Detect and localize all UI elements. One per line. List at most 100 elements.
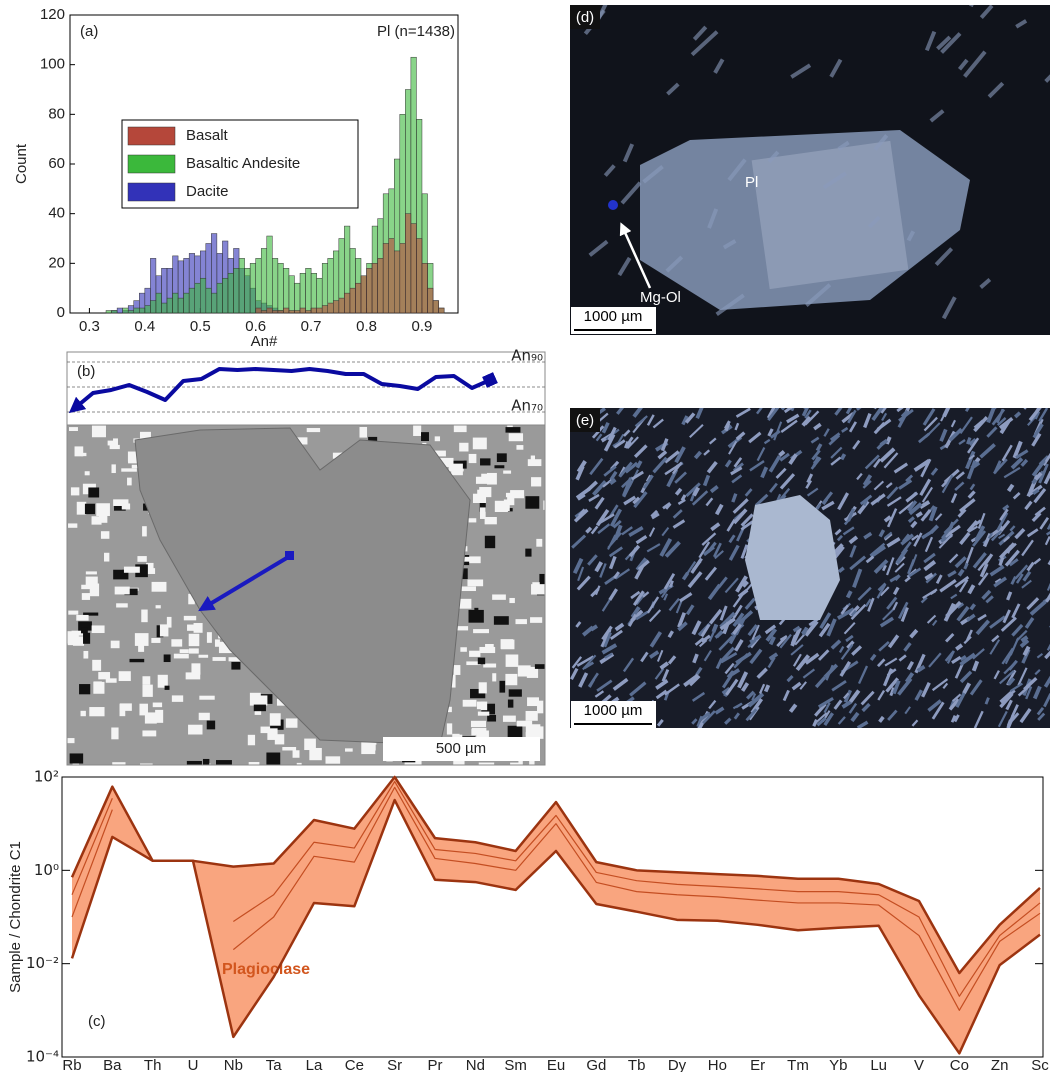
histogram-bar [261,248,267,313]
scale-bar-label: 1000 µm [584,702,643,719]
histogram-bar [306,268,312,313]
speckle [111,727,118,739]
speckle [473,629,489,633]
speckle [492,594,506,599]
figure: 500 µm Pl Mg-Ol (d) 1000 µm (e) 1000 µm … [0,0,1055,1072]
x-tick-label: 0.7 [301,318,322,335]
histogram-bar [239,258,245,313]
speckle [92,625,105,633]
speckle [248,735,255,745]
panel-label: (e) [576,412,594,429]
speckle [531,456,535,463]
lath [994,395,1003,410]
histogram-bar [128,311,134,313]
y-tick-label: 40 [48,205,65,222]
speckle [501,640,515,650]
histogram-bar [416,239,422,314]
panel-label: (d) [576,9,594,26]
histogram-bar [294,283,300,313]
annotation: Plagioclase [222,961,310,978]
speckle [98,672,110,679]
speckle [254,705,266,712]
speckle [505,674,517,685]
panel-label: (b) [77,363,95,380]
x-tick-label: Ho [708,1057,727,1072]
speckle [413,425,421,436]
speckle [120,703,132,710]
speckle [73,763,79,772]
speckle [121,468,137,471]
speckle [142,730,156,736]
x-tick-label: 0.5 [190,318,211,335]
speckle [89,707,104,716]
speckle [67,738,74,743]
x-tick-label: Nb [224,1057,243,1072]
speckle [115,587,130,595]
histogram-bar [289,311,295,313]
speckle [510,763,521,767]
y-tick-label: 10⁰ [34,861,59,879]
histogram-bar [161,303,167,313]
histogram-bar [389,239,395,314]
speckle [83,651,88,659]
histogram-bar [439,308,445,313]
x-tick-label: Th [144,1057,162,1072]
twin-bands [752,141,909,289]
speckle [142,685,152,697]
speckle [481,474,494,480]
y-axis-label: Count [13,143,30,184]
x-tick-label: Yb [829,1057,847,1072]
histogram-bar [350,288,356,313]
speckle [462,586,476,591]
speckle [92,426,106,438]
lath [781,393,796,410]
speckle [213,657,226,661]
histogram-bar [428,288,434,313]
x-tick-label: Ta [266,1057,283,1072]
histogram-bar [383,243,389,313]
speckle [254,695,268,705]
speckle [525,549,531,557]
speckle [508,726,523,738]
speckle [485,536,495,548]
x-tick-label: Zn [991,1057,1009,1072]
histogram-bar [261,311,267,313]
speckle [545,763,551,770]
histogram-bar [317,308,323,313]
x-tick-label: Sm [504,1057,527,1072]
speckle [479,682,487,693]
histogram-bar [333,301,339,313]
speckle [215,639,220,646]
speckle [180,649,189,653]
histogram-bar [378,258,384,313]
speckle [469,518,477,522]
speckle [101,531,109,539]
speckle [249,762,260,770]
speckle [85,504,95,514]
histogram-bar [189,288,195,313]
histogram-bar [211,293,217,313]
speckle [156,605,161,608]
histogram-bar [300,308,306,313]
speckle [104,553,109,562]
speckle [231,662,240,670]
y-tick-label: 10⁻² [26,954,59,972]
speckle [421,432,429,441]
x-tick-label: 0.4 [134,318,155,335]
speckle [471,721,486,727]
histogram-bar [322,306,328,313]
histogram-bar [339,298,345,313]
speckle [108,441,116,446]
histogram-bar [123,308,129,313]
speckle [359,427,367,438]
speckle [459,443,468,452]
histogram-bar [234,268,240,313]
speckle [460,647,467,652]
speckle [478,712,489,716]
histogram-bar [300,273,306,313]
x-tick-label: Co [950,1057,969,1072]
speckle [151,638,160,643]
speckle [68,611,78,615]
speckle [480,458,490,465]
envelope-fill [72,777,1040,1053]
